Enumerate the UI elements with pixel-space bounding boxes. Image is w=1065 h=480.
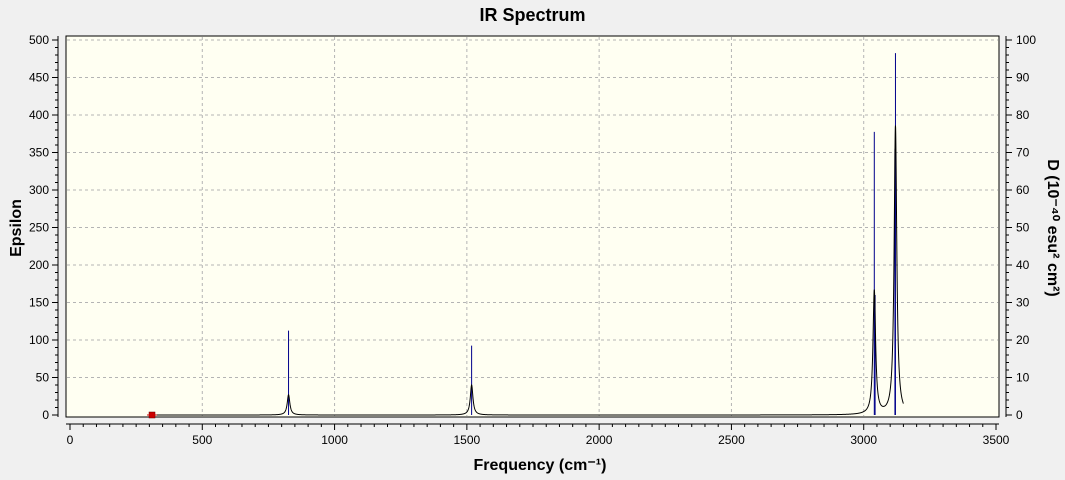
x-tick-label: 1500 xyxy=(454,433,481,447)
y-tick-label: 500 xyxy=(29,33,49,47)
y-tick-label: 100 xyxy=(29,333,49,347)
y-tick-label: 450 xyxy=(29,71,49,85)
x-tick-label: 2500 xyxy=(718,433,745,447)
y-tick-label: 350 xyxy=(29,146,49,160)
chart-title: IR Spectrum xyxy=(479,5,586,25)
y-tick-label: 250 xyxy=(29,221,49,235)
y-tick-label: 0 xyxy=(42,408,49,422)
x-tick-label: 2000 xyxy=(586,433,613,447)
x-axis-title: Frequency (cm⁻¹) xyxy=(474,457,607,474)
y2-tick-label: 70 xyxy=(1016,146,1030,160)
y2-tick-label: 40 xyxy=(1016,258,1030,272)
y2-axis-title: D (10⁻⁴⁰ esu² cm²) xyxy=(1044,159,1061,296)
y-tick-label: 150 xyxy=(29,296,49,310)
y2-tick-label: 10 xyxy=(1016,371,1030,385)
y-tick-label: 50 xyxy=(36,371,50,385)
frequency-marker[interactable] xyxy=(147,411,158,419)
y2-tick-label: 100 xyxy=(1016,33,1036,47)
y2-tick-label: 20 xyxy=(1016,333,1030,347)
x-tick-label: 500 xyxy=(192,433,212,447)
y2-tick-label: 90 xyxy=(1016,71,1030,85)
y2-tick-label: 30 xyxy=(1016,296,1030,310)
y2-tick-label: 80 xyxy=(1016,108,1030,122)
y2-tick-label: 0 xyxy=(1016,408,1023,422)
x-tick-label: 0 xyxy=(67,433,74,447)
y-axis-left: 0 50 100 150 200 250 300 350 400 450 500 xyxy=(29,33,59,422)
grid-lines xyxy=(67,37,998,416)
y-tick-label: 200 xyxy=(29,258,49,272)
x-tick-label: 1000 xyxy=(321,433,348,447)
spectrum-line xyxy=(152,125,904,416)
y-tick-label: 400 xyxy=(29,108,49,122)
x-axis: 0 500 1000 1500 2000 2500 3000 3500 xyxy=(66,423,1010,447)
x-tick-label: 3500 xyxy=(983,433,1010,447)
plot-area xyxy=(65,35,1000,418)
y-axis-title: Epsilon xyxy=(8,199,25,257)
x-tick-label: 3000 xyxy=(850,433,877,447)
y2-tick-label: 60 xyxy=(1016,183,1030,197)
y-axis-right: 0 10 20 30 40 50 60 70 80 90 100 xyxy=(1005,33,1036,422)
y2-tick-label: 50 xyxy=(1016,221,1030,235)
y-tick-label: 300 xyxy=(29,183,49,197)
